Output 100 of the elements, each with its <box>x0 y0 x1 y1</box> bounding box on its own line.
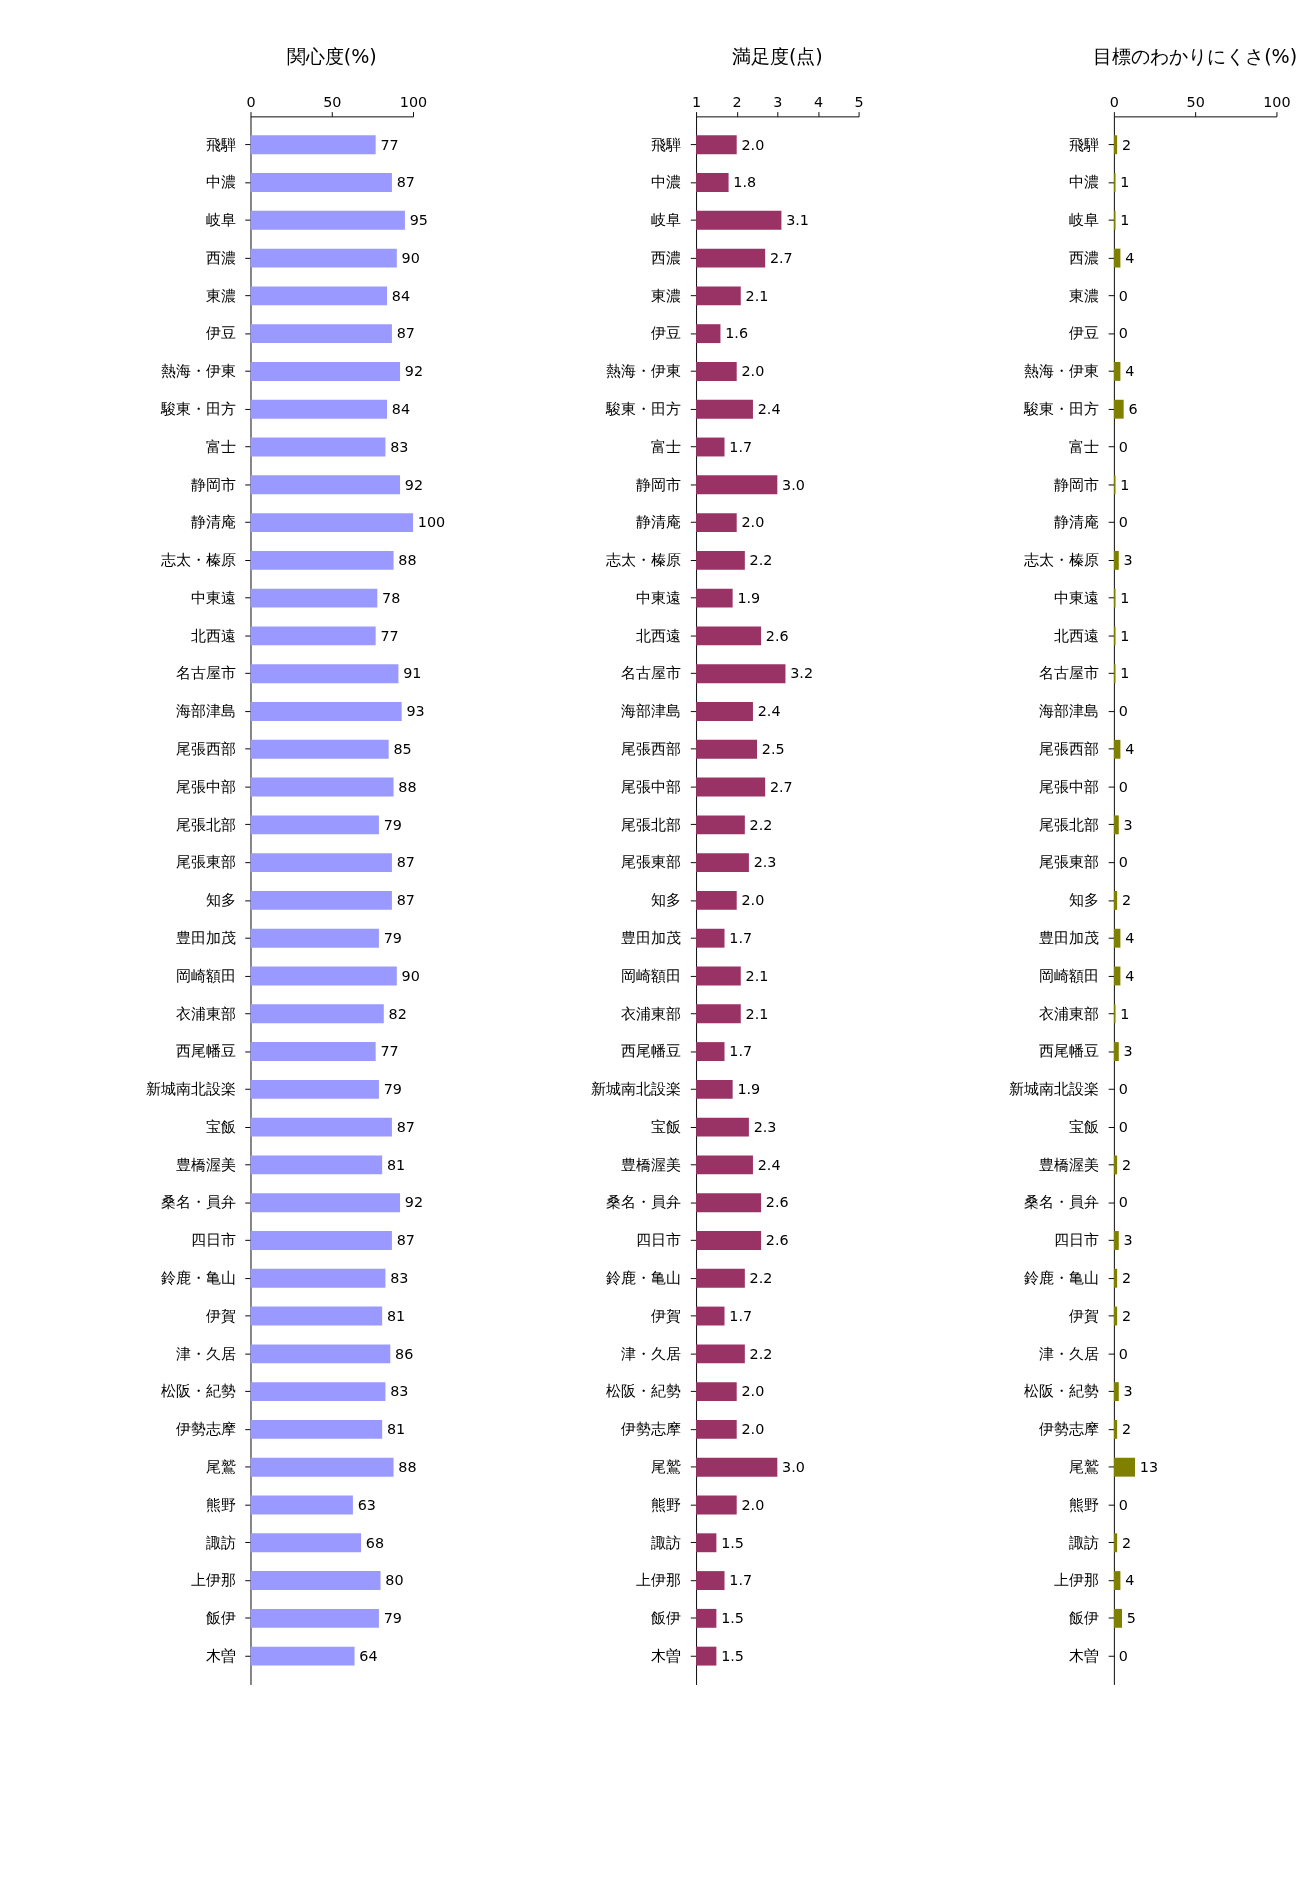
bar <box>250 1419 383 1439</box>
data-label: 2.6 <box>765 1194 789 1211</box>
data-label: 1.7 <box>729 929 753 946</box>
y-tick-label: 中濃 <box>1069 173 1100 192</box>
y-tick-label: 海部津島 <box>1039 702 1100 721</box>
bar <box>250 1004 384 1024</box>
data-label: 0 <box>1118 854 1128 871</box>
data-label: 77 <box>380 136 399 153</box>
bar <box>250 361 401 381</box>
bar <box>1113 1268 1118 1288</box>
bar <box>1113 1608 1123 1628</box>
bar <box>250 1608 379 1628</box>
y-tick-label: 富士 <box>1069 437 1100 456</box>
data-label: 3 <box>1123 1043 1133 1060</box>
y-tick-label: 熱海・伊東 <box>1024 362 1100 381</box>
y-tick-label: 桑名・員弁 <box>1024 1193 1100 1212</box>
y-tick-label: 宝飯 <box>205 1117 236 1136</box>
chart-title: 目標のわかりにくさ(%) <box>1093 44 1298 68</box>
y-tick-label: 飛騨 <box>205 135 236 154</box>
data-label: 5 <box>1126 1610 1136 1627</box>
bar <box>1113 739 1121 759</box>
data-label: 2.1 <box>745 1005 769 1022</box>
bar <box>1113 1042 1119 1062</box>
y-tick-label: 熊野 <box>205 1495 236 1514</box>
data-label: 2.7 <box>769 249 793 266</box>
data-label: 82 <box>388 1005 407 1022</box>
data-label: 87 <box>396 1232 415 1249</box>
bar <box>1113 361 1121 381</box>
y-tick-label: 鈴鹿・亀山 <box>606 1269 682 1288</box>
data-label: 2.1 <box>745 967 769 984</box>
bar <box>250 966 397 986</box>
bar <box>250 1344 391 1364</box>
data-label: 91 <box>403 665 422 682</box>
bar <box>1113 1457 1136 1477</box>
y-tick-label: 宝飯 <box>651 1117 682 1136</box>
data-label: 1.9 <box>737 589 761 606</box>
y-tick-label: 桑名・員弁 <box>606 1193 682 1212</box>
bar <box>250 815 379 835</box>
bar <box>250 1495 353 1515</box>
y-tick-label: 静清庵 <box>636 513 682 532</box>
y-tick-label: 海部津島 <box>175 702 236 721</box>
bar <box>250 437 386 457</box>
y-tick-label: 衣浦東部 <box>621 1004 682 1023</box>
data-label: 1.5 <box>721 1534 744 1551</box>
y-tick-label: 木曽 <box>651 1646 682 1665</box>
data-label: 88 <box>398 1458 417 1475</box>
y-tick-label: 岐阜 <box>651 211 682 230</box>
data-label: 83 <box>390 1383 409 1400</box>
data-label: 2.4 <box>757 401 781 417</box>
y-tick-label: 尾張中部 <box>175 777 236 796</box>
data-label: 0 <box>1118 778 1128 795</box>
data-label: 1.7 <box>729 438 753 455</box>
bar <box>250 1382 386 1402</box>
bar <box>250 1079 379 1099</box>
y-tick-label: 北西遠 <box>1054 626 1100 645</box>
bar <box>1113 890 1118 910</box>
data-label: 81 <box>386 1307 406 1324</box>
y-tick-label: 諏訪 <box>651 1533 682 1552</box>
data-label: 3.1 <box>786 212 809 229</box>
y-tick-label: 西尾幡豆 <box>621 1042 682 1061</box>
y-tick-label: 尾張中部 <box>621 777 682 796</box>
bar <box>1113 1533 1118 1553</box>
bar <box>250 626 376 646</box>
y-tick-label: 伊豆 <box>651 324 682 343</box>
data-label: 83 <box>390 1270 409 1287</box>
bar <box>250 550 394 570</box>
y-tick-label: 四日市 <box>1054 1231 1100 1250</box>
data-label: 84 <box>391 287 411 304</box>
y-tick-label: 松阪・紀勢 <box>606 1382 682 1401</box>
y-tick-label: 西尾幡豆 <box>1039 1042 1100 1061</box>
data-label: 79 <box>383 1610 402 1627</box>
y-tick-label: 飯伊 <box>205 1609 236 1628</box>
data-label: 81 <box>386 1421 406 1438</box>
y-tick-label: 駿東・田方 <box>1023 400 1100 418</box>
x-tick-label: 50 <box>323 94 342 111</box>
data-label: 2.0 <box>741 136 765 153</box>
y-tick-label: 富士 <box>651 437 682 456</box>
data-label: 0 <box>1118 287 1128 304</box>
data-label: 2.3 <box>753 1118 777 1135</box>
data-label: 1.9 <box>737 1081 761 1098</box>
bar <box>1113 1231 1119 1250</box>
y-tick-label: 中東遠 <box>636 588 682 607</box>
data-label: 64 <box>359 1647 378 1664</box>
data-label: 100 <box>417 514 446 531</box>
data-label: 1 <box>1120 1005 1130 1022</box>
bar <box>250 702 402 721</box>
y-tick-label: 志太・榛原 <box>606 551 682 570</box>
y-tick-label: 飯伊 <box>651 1609 682 1628</box>
data-label: 1 <box>1120 589 1130 606</box>
y-tick-label: 伊賀 <box>205 1306 236 1325</box>
bar <box>1113 1419 1118 1439</box>
data-label: 4 <box>1125 249 1135 266</box>
bar <box>1113 815 1119 835</box>
data-label: 0 <box>1118 1496 1128 1513</box>
y-tick-label: 志太・榛原 <box>160 551 236 570</box>
y-tick-label: 尾張東部 <box>1039 853 1100 872</box>
data-label: 85 <box>393 741 412 758</box>
y-tick-label: 尾鷲 <box>651 1457 682 1476</box>
bar <box>250 1457 394 1477</box>
y-tick-label: 岡崎額田 <box>621 966 682 985</box>
